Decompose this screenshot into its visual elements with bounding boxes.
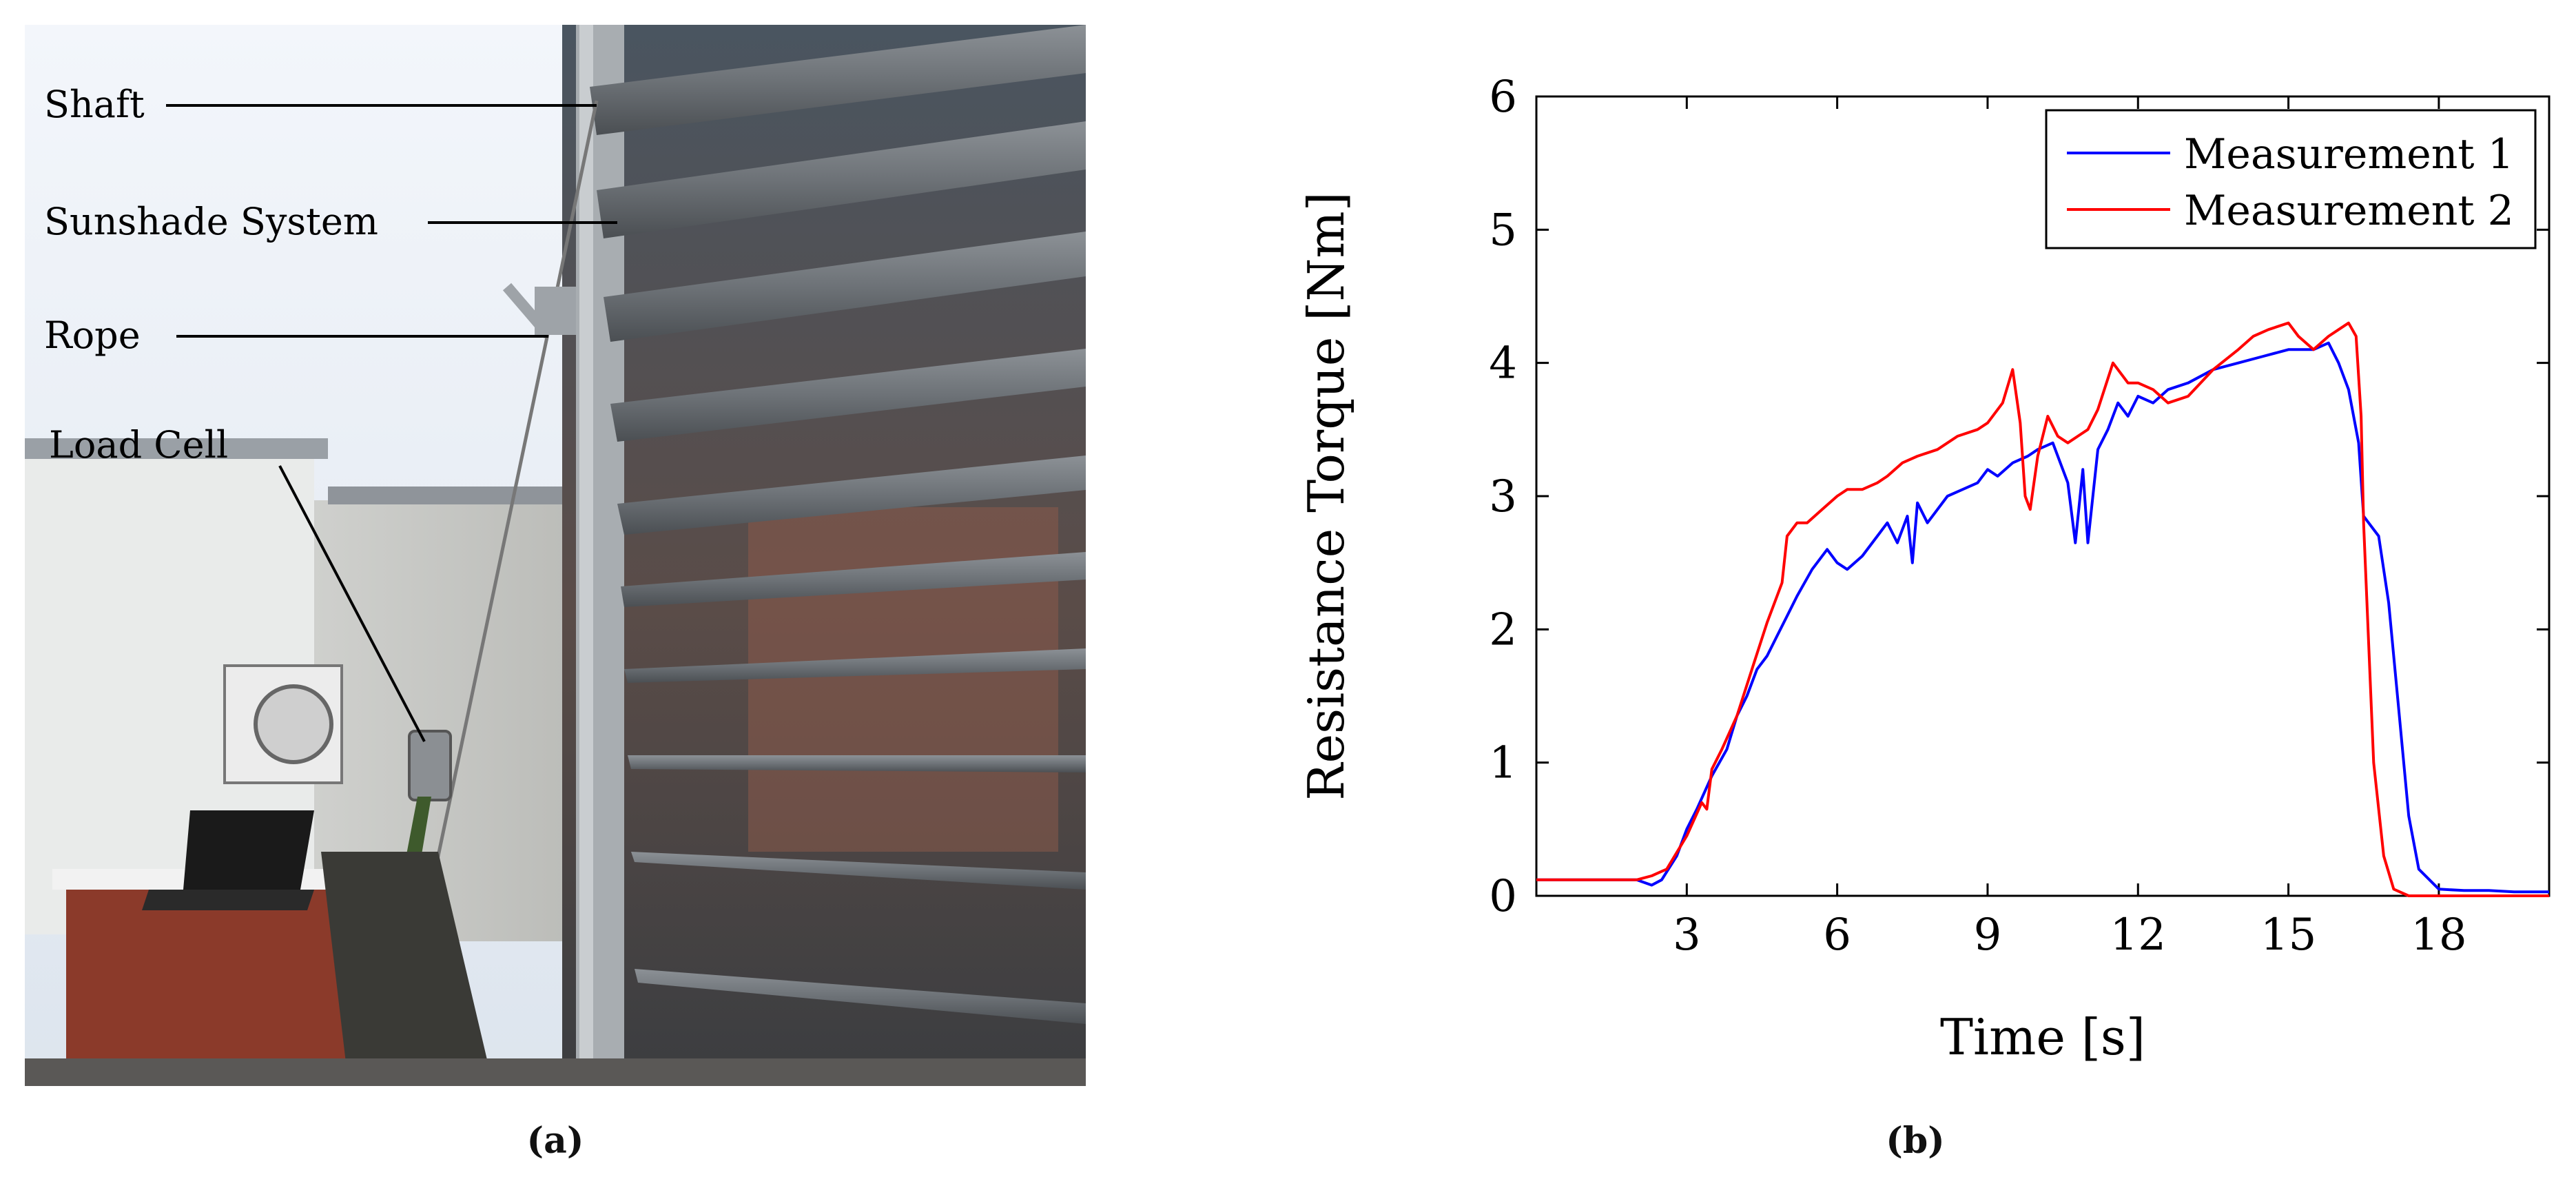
y-tick-label: 6 (1489, 72, 1517, 123)
label-shaft: Shaft (44, 83, 145, 126)
y-tick-label: 0 (1489, 871, 1517, 922)
leader-load-cell (278, 465, 426, 742)
sublabel-b: (b) (1886, 1120, 1945, 1162)
x-tick-label: 9 (1974, 910, 2002, 961)
series-line-1 (1536, 341, 2549, 894)
legend-box (2045, 109, 2537, 249)
laptop (183, 810, 314, 890)
sunshade-photo: Shaft Sunshade System Rope Load Cell (25, 25, 1086, 1087)
x-axis-label: Time [s] (1940, 1008, 2145, 1066)
sublabel-a: (a) (526, 1120, 584, 1162)
x-tick-label: 15 (2260, 910, 2316, 961)
label-load-cell: Load Cell (49, 423, 228, 467)
photo-panel: Shaft Sunshade System Rope Load Cell (25, 25, 1086, 1087)
y-tick-label: 4 (1489, 338, 1517, 389)
y-tick-label: 2 (1489, 604, 1517, 655)
label-sunshade-system: Sunshade System (44, 200, 378, 243)
series-lines (1536, 321, 2549, 897)
y-tick-label: 1 (1489, 738, 1517, 789)
brick-table (66, 879, 369, 1086)
y-axis-label: Resistance Torque [Nm] (1297, 192, 1355, 800)
legend: Measurement 1 Measurement 2 (2045, 109, 2537, 249)
legend-label: Measurement 2 (2184, 187, 2514, 235)
x-tick-label: 18 (2411, 910, 2466, 961)
sunshade-slats (590, 25, 1086, 1024)
label-rope: Rope (44, 314, 141, 357)
x-tick-label: 6 (1823, 910, 1851, 961)
load-cell (408, 730, 452, 801)
wooden-board (321, 852, 493, 1086)
y-tick-label: 3 (1489, 471, 1517, 522)
series-line-2 (1536, 321, 2549, 897)
x-tick-label: 3 (1673, 910, 1701, 961)
chart-panel: 3 6 9 12 15 18 0 1 2 3 4 5 6 Measurement 1 Measuremen… (1268, 55, 2563, 1130)
x-tick-label: 12 (2110, 910, 2166, 961)
legend-label: Measurement 1 (2184, 130, 2514, 178)
y-tick-label: 5 (1489, 205, 1517, 256)
